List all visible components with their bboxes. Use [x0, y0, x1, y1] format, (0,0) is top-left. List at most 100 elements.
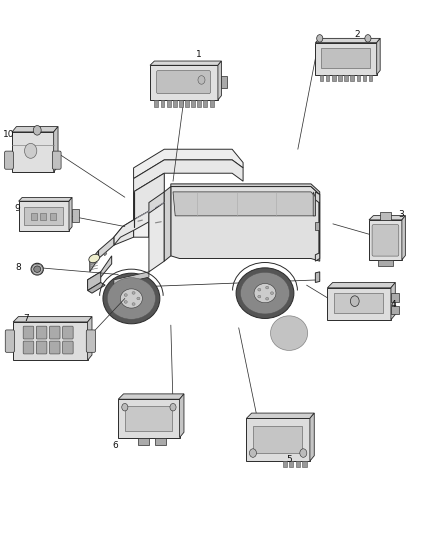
- Polygon shape: [149, 203, 164, 272]
- Polygon shape: [88, 272, 101, 290]
- FancyBboxPatch shape: [63, 341, 73, 354]
- FancyBboxPatch shape: [49, 341, 60, 354]
- Bar: [166, 100, 170, 108]
- Polygon shape: [114, 272, 149, 285]
- Polygon shape: [12, 132, 53, 172]
- Bar: [209, 100, 214, 108]
- Polygon shape: [104, 252, 107, 256]
- Text: 4: 4: [391, 301, 396, 309]
- Polygon shape: [315, 38, 380, 43]
- Text: 5: 5: [286, 455, 292, 464]
- Polygon shape: [134, 173, 164, 208]
- Bar: [344, 75, 348, 81]
- Circle shape: [250, 449, 257, 457]
- Text: 6: 6: [112, 441, 118, 449]
- Polygon shape: [173, 192, 315, 216]
- Bar: [334, 293, 383, 313]
- Polygon shape: [69, 198, 72, 230]
- Bar: [197, 100, 201, 108]
- Bar: [332, 75, 336, 81]
- Text: 3: 3: [398, 210, 404, 219]
- Polygon shape: [134, 192, 149, 237]
- Polygon shape: [315, 192, 320, 261]
- Bar: [315, 222, 319, 230]
- Polygon shape: [150, 61, 221, 66]
- Bar: [173, 100, 177, 108]
- Ellipse shape: [258, 288, 261, 291]
- Bar: [350, 75, 354, 81]
- Bar: [203, 100, 208, 108]
- Circle shape: [198, 76, 205, 84]
- Text: 2: 2: [354, 30, 360, 39]
- Text: 10: 10: [3, 130, 14, 139]
- Polygon shape: [171, 187, 320, 261]
- FancyBboxPatch shape: [23, 341, 34, 354]
- FancyBboxPatch shape: [23, 326, 34, 339]
- Bar: [154, 100, 158, 108]
- Circle shape: [317, 35, 323, 42]
- Bar: [31, 213, 37, 220]
- FancyBboxPatch shape: [36, 341, 47, 354]
- Bar: [160, 100, 164, 108]
- Ellipse shape: [103, 273, 160, 324]
- Text: 8: 8: [15, 263, 21, 272]
- Text: 9: 9: [14, 205, 21, 213]
- Polygon shape: [315, 272, 320, 282]
- Polygon shape: [315, 43, 377, 75]
- Polygon shape: [391, 282, 395, 320]
- Polygon shape: [134, 149, 243, 179]
- Ellipse shape: [120, 289, 142, 308]
- Ellipse shape: [107, 278, 155, 319]
- Ellipse shape: [34, 266, 41, 272]
- Bar: [326, 75, 329, 81]
- Bar: [378, 260, 393, 266]
- Polygon shape: [114, 173, 164, 245]
- Bar: [369, 75, 372, 81]
- Polygon shape: [18, 198, 72, 201]
- FancyBboxPatch shape: [36, 326, 47, 339]
- Bar: [296, 461, 300, 467]
- Bar: [24, 206, 63, 225]
- Bar: [72, 209, 78, 222]
- Circle shape: [350, 296, 359, 306]
- Polygon shape: [246, 413, 314, 418]
- Polygon shape: [90, 251, 99, 272]
- FancyBboxPatch shape: [5, 330, 14, 352]
- Polygon shape: [150, 66, 218, 100]
- Polygon shape: [88, 282, 105, 293]
- Ellipse shape: [265, 297, 268, 300]
- FancyBboxPatch shape: [49, 326, 60, 339]
- Polygon shape: [149, 192, 164, 243]
- Bar: [221, 76, 227, 88]
- Bar: [138, 438, 149, 445]
- FancyBboxPatch shape: [53, 151, 61, 169]
- Polygon shape: [134, 160, 243, 192]
- Polygon shape: [13, 322, 88, 360]
- Polygon shape: [118, 399, 180, 438]
- Ellipse shape: [137, 297, 140, 300]
- Bar: [320, 75, 323, 81]
- FancyBboxPatch shape: [63, 326, 73, 339]
- Ellipse shape: [270, 292, 273, 294]
- Ellipse shape: [124, 294, 127, 296]
- Bar: [125, 406, 172, 431]
- Ellipse shape: [240, 272, 290, 314]
- Bar: [155, 438, 166, 445]
- Bar: [302, 461, 307, 467]
- Circle shape: [170, 403, 176, 411]
- Bar: [179, 100, 183, 108]
- Polygon shape: [171, 184, 320, 195]
- Bar: [50, 213, 56, 220]
- Ellipse shape: [258, 295, 261, 298]
- FancyBboxPatch shape: [86, 330, 95, 352]
- Bar: [338, 75, 342, 81]
- Circle shape: [33, 126, 41, 135]
- Bar: [391, 293, 399, 302]
- Polygon shape: [377, 38, 380, 75]
- Polygon shape: [402, 215, 405, 260]
- Bar: [40, 213, 46, 220]
- Bar: [321, 48, 370, 68]
- Polygon shape: [246, 418, 310, 461]
- Text: 7: 7: [23, 314, 29, 323]
- Ellipse shape: [132, 292, 135, 294]
